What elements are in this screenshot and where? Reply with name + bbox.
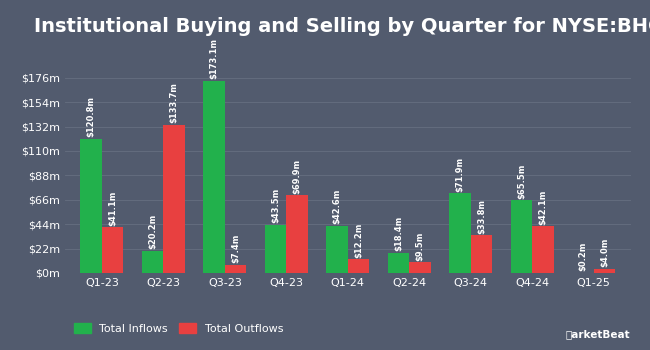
- Text: $7.4m: $7.4m: [231, 234, 240, 263]
- Bar: [593, 268, 615, 273]
- Bar: [348, 259, 369, 273]
- Bar: [387, 253, 410, 273]
- Text: $173.1m: $173.1m: [209, 38, 218, 79]
- Bar: [286, 195, 308, 273]
- Bar: [471, 236, 492, 273]
- Bar: [142, 251, 163, 273]
- Title: Institutional Buying and Selling by Quarter for NYSE:BHC: Institutional Buying and Selling by Quar…: [34, 16, 650, 36]
- Text: $71.9m: $71.9m: [456, 156, 465, 191]
- Text: $65.5m: $65.5m: [517, 163, 526, 199]
- Text: $33.8m: $33.8m: [477, 199, 486, 234]
- Text: $42.1m: $42.1m: [538, 189, 547, 225]
- Text: $20.2m: $20.2m: [148, 214, 157, 249]
- Text: $4.0m: $4.0m: [600, 238, 609, 267]
- Bar: [265, 225, 286, 273]
- Bar: [532, 226, 554, 273]
- Bar: [410, 262, 431, 273]
- Bar: [225, 265, 246, 273]
- Bar: [102, 228, 124, 273]
- Text: $42.6m: $42.6m: [333, 189, 341, 224]
- Text: ⼿arketBeat: ⼿arketBeat: [566, 329, 630, 340]
- Text: $0.2m: $0.2m: [578, 242, 588, 271]
- Text: $18.4m: $18.4m: [394, 216, 403, 251]
- Bar: [81, 139, 102, 273]
- Legend: Total Inflows, Total Outflows: Total Inflows, Total Outflows: [71, 320, 287, 337]
- Text: $43.5m: $43.5m: [271, 188, 280, 223]
- Bar: [203, 81, 225, 273]
- Text: $69.9m: $69.9m: [292, 159, 302, 194]
- Bar: [163, 125, 185, 273]
- Text: $9.5m: $9.5m: [415, 231, 424, 261]
- Text: $120.8m: $120.8m: [86, 96, 96, 137]
- Text: $133.7m: $133.7m: [170, 82, 179, 123]
- Text: $41.1m: $41.1m: [108, 190, 117, 226]
- Bar: [511, 200, 532, 273]
- Bar: [449, 193, 471, 273]
- Bar: [326, 226, 348, 273]
- Text: $12.2m: $12.2m: [354, 222, 363, 258]
